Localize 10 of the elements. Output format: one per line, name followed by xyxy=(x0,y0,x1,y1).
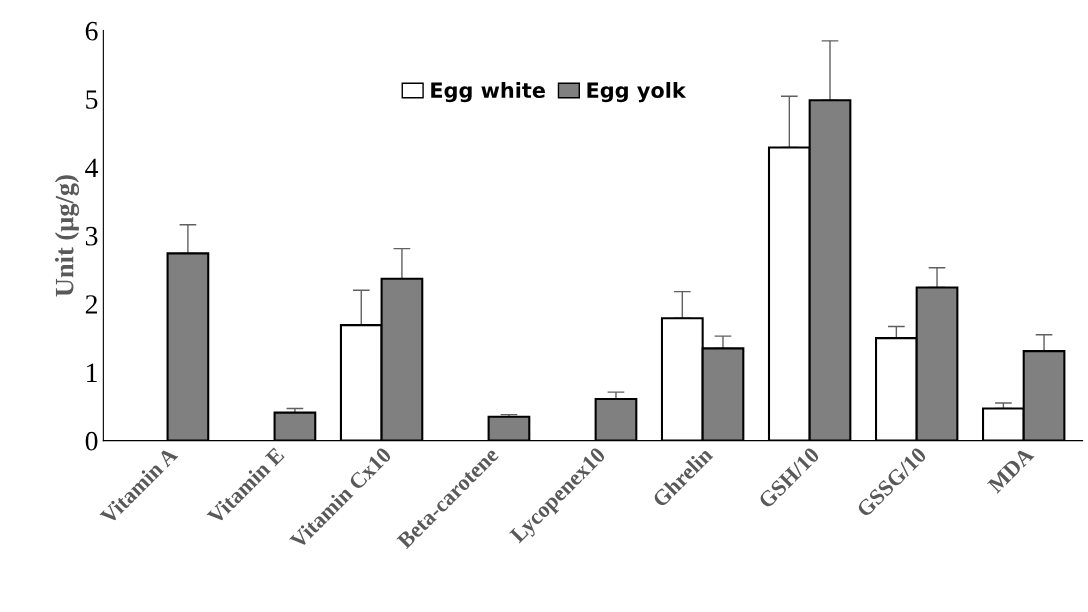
y-tick-label: 5 xyxy=(86,90,98,109)
y-axis-title: Unit (µg/g) xyxy=(54,175,80,297)
legend-label: Egg yolk xyxy=(587,81,687,103)
y-tick-label: 3 xyxy=(85,226,98,246)
y-tick-label: 0 xyxy=(85,431,98,451)
y-tick-label: 4 xyxy=(85,158,99,177)
y-tick-label: 1 xyxy=(87,363,97,382)
y-tick-label: 6 xyxy=(85,21,98,41)
legend-label: Egg white xyxy=(431,81,545,103)
y-tick-label: 2 xyxy=(85,295,97,314)
